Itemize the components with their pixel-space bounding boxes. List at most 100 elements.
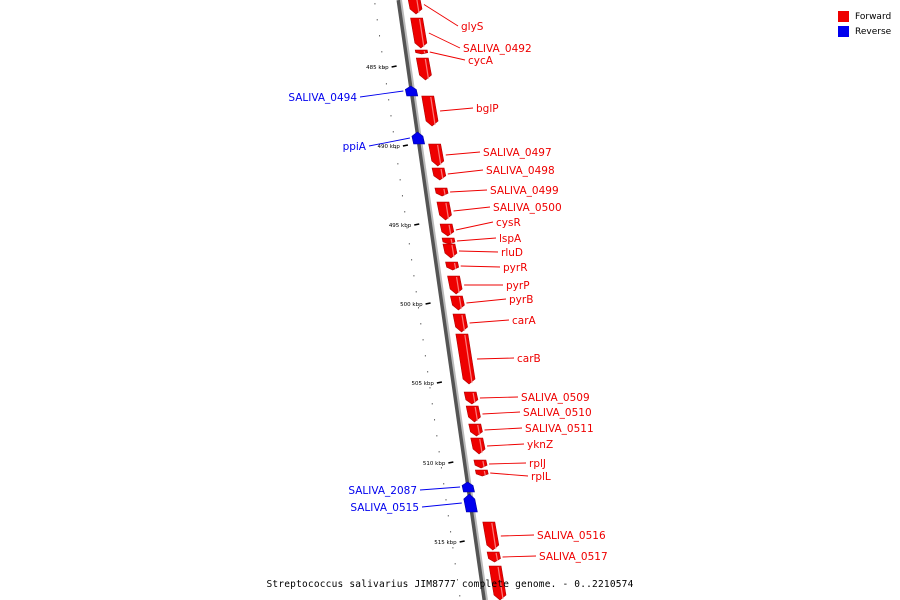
- gene-pyrr-arrow: [445, 261, 460, 271]
- gene-block-highlight: [497, 566, 504, 600]
- gene-saliva-0500-arrow: [436, 201, 452, 221]
- gene-saliva-0517-arrow: [486, 551, 501, 563]
- minor-tick: [420, 323, 422, 325]
- gene-saliva-0494-label: SALIVA_0494: [288, 92, 357, 104]
- gene-saliva-0515-label: SALIVA_0515: [350, 502, 419, 514]
- ruler-label: 510 kbp: [423, 461, 446, 467]
- gene-carb-label: carB: [517, 353, 541, 365]
- gene-saliva-0494-arrow: [404, 85, 419, 97]
- gene-saliva-0492-highlight: [418, 18, 425, 48]
- minor-tick: [447, 515, 449, 517]
- minor-tick: [443, 483, 445, 485]
- gene-ppia-arrow: [411, 131, 426, 145]
- gene-yknz-leader: [487, 443, 525, 447]
- gene-pyrr-highlight: [453, 262, 457, 270]
- gene-ppia-label: ppiA: [343, 141, 367, 153]
- gene-saliva-0499-arrow: [434, 187, 449, 197]
- gene-pyrr-label: pyrR: [503, 262, 528, 274]
- gene-saliva-0511-arrow: [468, 423, 483, 437]
- gene-saliva-0516-label: SALIVA_0516: [537, 530, 606, 542]
- gene-rlud-label: rluD: [501, 247, 523, 259]
- gene-saliva-2087-label: SALIVA_2087: [348, 485, 417, 497]
- gene-rplj-leader: [489, 462, 527, 465]
- gene-block-highlight: [424, 58, 430, 80]
- gene-saliva-0497-arrow: [428, 143, 445, 167]
- legend: Forward Reverse: [838, 9, 891, 39]
- gene-pyrb-label: pyrB: [509, 294, 533, 306]
- gene-cysr-leader: [455, 221, 494, 231]
- gene-saliva-0499-label: SALIVA_0499: [490, 185, 559, 197]
- gene-rplj-label: rplJ: [529, 458, 546, 470]
- gene-saliva-0511-leader: [484, 427, 523, 431]
- gene-saliva-0497-highlight: [437, 144, 442, 166]
- gene-pyrb-leader: [466, 298, 507, 304]
- gene-rlud-highlight: [451, 244, 455, 258]
- minor-tick: [376, 19, 378, 21]
- gene-bglp-arrow: [421, 95, 439, 127]
- gene-saliva-0516-highlight: [491, 522, 497, 550]
- gene-saliva-0497-label: SALIVA_0497: [483, 147, 552, 159]
- legend-forward-label: Forward: [855, 11, 892, 22]
- minor-tick: [379, 35, 381, 37]
- gene-saliva-0515-leader: [421, 502, 462, 508]
- minor-tick: [438, 451, 440, 453]
- ruler-tick: [425, 302, 431, 305]
- legend-item-forward: Forward: [838, 9, 891, 24]
- gene-rpll-leader: [490, 472, 529, 477]
- minor-tick: [395, 147, 397, 149]
- gene-rpll-highlight: [483, 470, 486, 476]
- minor-tick: [397, 163, 399, 165]
- ruler-label: 485 kbp: [366, 65, 389, 71]
- gene-cara-highlight: [461, 314, 466, 332]
- gene-pyrr-leader: [460, 265, 501, 268]
- minor-tick: [413, 275, 415, 277]
- ruler-label: 515 kbp: [434, 540, 457, 546]
- minor-tick: [388, 99, 390, 101]
- gene-cyca-arrow: [414, 49, 429, 55]
- gene-saliva-0509-leader: [479, 396, 519, 399]
- ruler-tick: [414, 223, 420, 226]
- gene-saliva-0500-label: SALIVA_0500: [493, 202, 562, 214]
- gene-rlud-leader: [458, 250, 499, 253]
- gene-carb-highlight: [464, 334, 473, 384]
- gene-saliva-0492-arrow: [410, 17, 428, 49]
- gene-cara-label: carA: [512, 315, 537, 327]
- legend-reverse-label: Reverse: [855, 26, 892, 37]
- minor-tick: [422, 339, 424, 341]
- minor-tick: [456, 579, 458, 581]
- minor-tick: [415, 291, 417, 293]
- gene-rpll-arrow: [474, 469, 489, 477]
- minor-tick: [440, 467, 442, 469]
- gene-cyca-leader: [429, 51, 466, 61]
- gene-saliva-0492-label: SALIVA_0492: [463, 43, 532, 55]
- gene-rplj-highlight: [482, 460, 485, 468]
- gene-pyrb-arrow: [450, 295, 465, 311]
- minor-tick: [427, 371, 429, 373]
- gene-bglp-leader: [440, 107, 474, 112]
- gene-rlud-arrow: [442, 243, 458, 259]
- minor-tick: [459, 595, 461, 597]
- gene-saliva-0492-leader: [428, 32, 461, 49]
- gene-carb-leader: [477, 357, 515, 360]
- gene-saliva-0516-arrow: [482, 521, 500, 551]
- gene-pyrp-arrow: [447, 275, 463, 295]
- minor-tick: [399, 179, 401, 181]
- minor-tick: [436, 435, 438, 437]
- gene-saliva-0510-highlight: [474, 406, 479, 422]
- gene-saliva-0510-label: SALIVA_0510: [523, 407, 592, 419]
- ruler-tick: [436, 381, 443, 384]
- minor-tick: [381, 51, 383, 53]
- gene-lspa-arrow: [441, 237, 456, 245]
- gene-glys-arrow: [407, 0, 423, 15]
- gene-saliva-0510-arrow: [465, 405, 481, 423]
- gene-saliva-0499-leader: [450, 189, 488, 193]
- ruler-tick: [448, 461, 454, 464]
- minor-tick: [424, 355, 426, 357]
- minor-tick: [383, 67, 385, 69]
- ruler-label: 500 kbp: [400, 302, 423, 308]
- gene-yknz-arrow: [470, 437, 486, 455]
- gene-block-arrow: [415, 57, 432, 81]
- gene-cara-arrow: [452, 313, 468, 333]
- minor-tick: [404, 211, 406, 213]
- gene-saliva-0509-label: SALIVA_0509: [521, 392, 590, 404]
